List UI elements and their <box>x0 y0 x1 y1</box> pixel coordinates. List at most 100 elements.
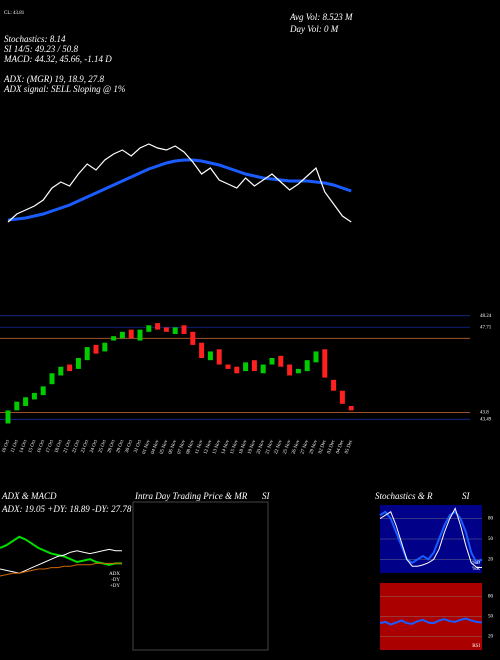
candle <box>84 347 90 361</box>
panel-title: Intra Day Trading Price & MR <box>134 491 248 501</box>
panel-subtitle: SI <box>262 491 271 501</box>
x-tick-label: 05 Dec <box>345 439 355 455</box>
x-tick-label: 16 Oct <box>37 439 47 454</box>
x-tick-label: 21 Nov <box>265 439 275 455</box>
series-line <box>0 548 122 574</box>
candle <box>199 342 205 358</box>
legend-entry: +DY <box>110 584 120 589</box>
y-tick-label: 80 <box>488 595 494 600</box>
candle <box>40 386 46 396</box>
candle <box>5 410 11 424</box>
y-tick-label: 47.71 <box>480 325 492 330</box>
candle <box>119 331 125 339</box>
candle <box>128 329 134 339</box>
candle <box>31 392 37 400</box>
candle <box>207 351 213 361</box>
candle <box>146 325 152 332</box>
candle <box>163 327 169 332</box>
series-line <box>379 617 483 626</box>
x-tick-label: 24 Oct <box>90 439 100 454</box>
candle <box>58 366 64 376</box>
candle <box>278 355 284 367</box>
x-tick-label: 20 Nov <box>256 439 266 455</box>
header-line: ADX signal: SELL Sloping @ 1% <box>3 84 125 94</box>
x-tick-label: 29 Oct <box>116 439 126 454</box>
header-line: SI 14/5: 49.23 / 50.8 <box>4 44 78 54</box>
candle <box>181 325 187 334</box>
candle <box>102 342 108 352</box>
x-tick-label: 14 Oct <box>19 439 29 454</box>
candle <box>295 368 301 374</box>
candle <box>339 390 345 404</box>
candle <box>49 373 55 385</box>
x-tick-label: 29 Nov <box>309 439 319 455</box>
x-tick-label: 23 Oct <box>81 439 91 454</box>
series-line <box>7 158 352 222</box>
x-tick-label: 27 Nov <box>300 439 310 455</box>
x-tick-label: 31 Oct <box>134 439 144 454</box>
candle <box>287 364 293 376</box>
x-tick-label: 10 Oct <box>2 439 12 454</box>
x-tick-label: 02 Dec <box>318 439 328 455</box>
panel-title: ADX & MACD <box>1 491 57 501</box>
avg-vol: Avg Vol: 8.523 M <box>289 12 353 22</box>
x-tick-label: 08 Nov <box>186 439 196 455</box>
header-line: CL: 43.81 <box>4 11 25 16</box>
x-tick-label: 18 Oct <box>54 439 64 454</box>
legend-entry: ADX <box>109 572 120 577</box>
candle <box>322 349 328 378</box>
y-tick-label: 43.8 <box>480 411 489 416</box>
x-tick-label: 15 Oct <box>28 439 38 454</box>
candle <box>93 344 99 354</box>
candle <box>190 331 196 345</box>
candle <box>313 351 319 363</box>
legend-entry: RSI <box>472 644 480 649</box>
candle <box>23 397 29 406</box>
x-tick-label: 11 Oct <box>11 439 20 454</box>
x-tick-label: 22 Oct <box>72 439 82 454</box>
candle <box>137 329 143 341</box>
x-tick-label: 19 Nov <box>248 439 258 455</box>
x-tick-label: 14 Nov <box>221 439 231 455</box>
candle <box>14 401 20 411</box>
candle <box>234 366 240 374</box>
panel-frame <box>132 501 269 651</box>
x-tick-label: 01 Nov <box>142 439 152 455</box>
candle <box>75 358 81 369</box>
y-tick-label: 50 <box>488 615 494 620</box>
candle <box>243 362 249 372</box>
panel-subtitle: SI <box>462 491 471 501</box>
x-tick-label: 22 Nov <box>274 439 284 455</box>
x-tick-label: 11 Nov <box>195 439 205 455</box>
day-vol: Day Vol: 0 M <box>289 24 339 34</box>
candle <box>304 360 310 372</box>
header-line: ADX: (MGR) 19, 18.9, 27.8 <box>3 74 104 84</box>
candle <box>111 336 117 341</box>
candle <box>172 327 178 334</box>
x-tick-label: 04 Dec <box>336 439 346 455</box>
x-tick-label: 17 Oct <box>46 439 56 454</box>
candle <box>216 349 222 365</box>
panel-title: Stochastics & R <box>375 491 433 501</box>
candle <box>155 323 161 330</box>
x-tick-label: 03 Dec <box>327 439 337 455</box>
x-tick-label: 13 Nov <box>212 439 222 455</box>
series-line <box>379 507 482 569</box>
candle <box>225 364 231 369</box>
candle <box>260 364 266 374</box>
x-tick-label: 15 Nov <box>230 439 240 455</box>
panel-subtitle: ADX: 19.05 +DY: 18.89 -DY: 27.78 <box>1 504 132 514</box>
candle <box>251 360 257 372</box>
y-tick-label: 50 <box>488 537 494 542</box>
x-tick-label: 25 Oct <box>98 439 108 454</box>
series-line <box>0 562 122 577</box>
legend-entry: %K <box>472 567 480 572</box>
x-tick-label: 04 Nov <box>151 439 161 455</box>
legend-entry: -DY <box>111 578 120 583</box>
legend-entry: %D <box>472 561 480 566</box>
series-line <box>379 510 483 565</box>
y-tick-label: 20 <box>488 558 494 563</box>
series-line <box>7 143 352 223</box>
y-tick-label: 80 <box>488 517 494 522</box>
